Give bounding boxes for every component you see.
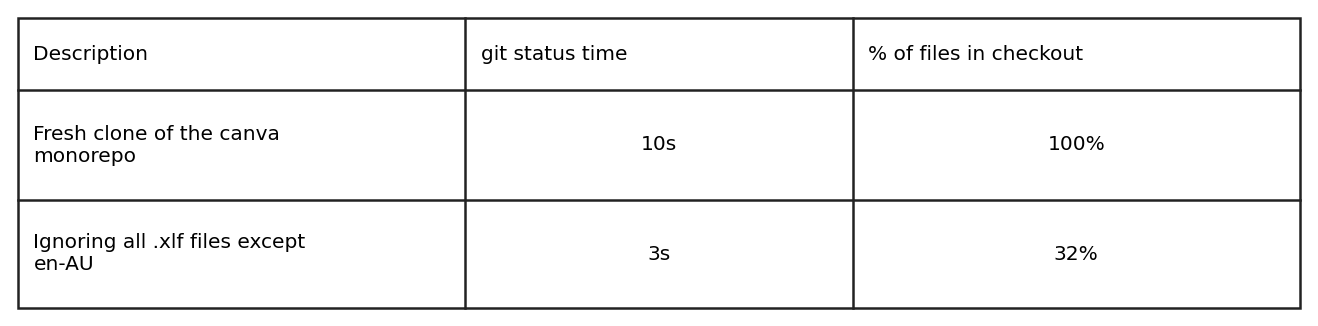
Text: 100%: 100% [1048, 136, 1106, 155]
Text: Ignoring all .xlf files except
en-AU: Ignoring all .xlf files except en-AU [33, 233, 306, 274]
Text: git status time: git status time [481, 45, 627, 64]
Text: Description: Description [33, 45, 149, 64]
Text: % of files in checkout: % of files in checkout [869, 45, 1083, 64]
Text: Fresh clone of the canva
monorepo: Fresh clone of the canva monorepo [33, 125, 281, 166]
Text: 32%: 32% [1054, 244, 1099, 263]
Text: 3s: 3s [647, 244, 671, 263]
Text: 10s: 10s [641, 136, 677, 155]
Bar [18, 18, 1300, 308]
